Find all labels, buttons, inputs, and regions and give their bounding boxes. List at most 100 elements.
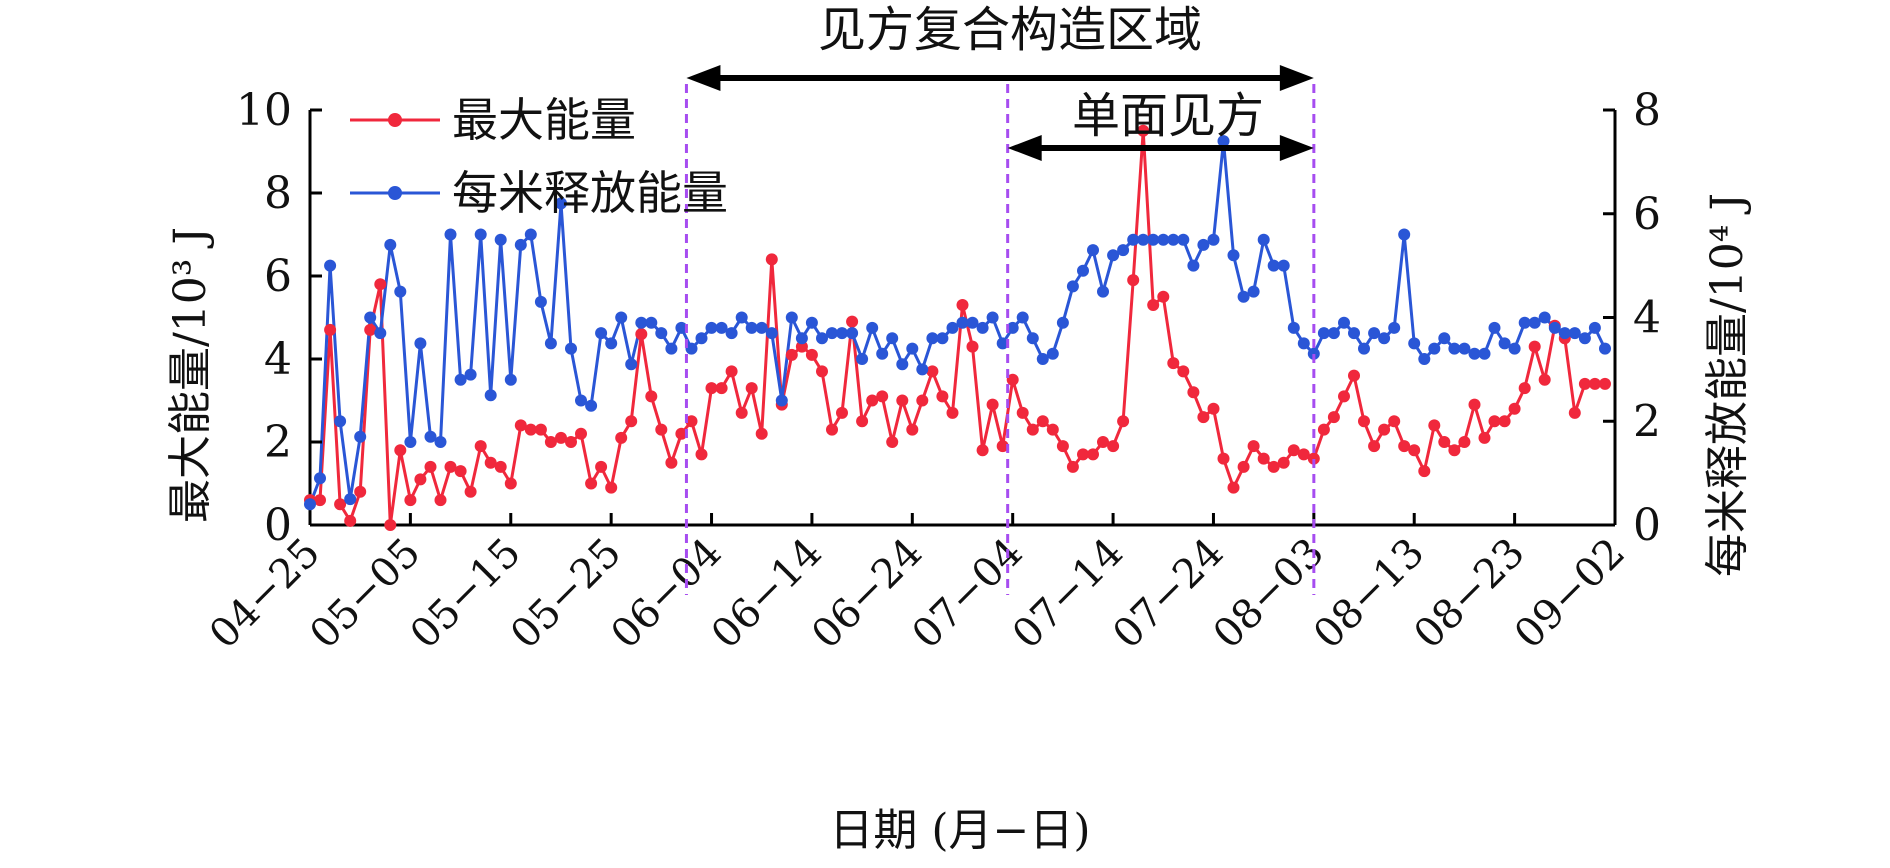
data-point-max-energy bbox=[1348, 369, 1360, 382]
data-point-energy-per-meter bbox=[625, 358, 638, 371]
data-point-max-energy bbox=[986, 398, 999, 411]
data-point-max-energy bbox=[494, 460, 507, 473]
data-point-max-energy bbox=[1006, 373, 1019, 386]
annotations bbox=[684, 65, 1316, 595]
data-point-energy-per-meter bbox=[565, 342, 577, 355]
data-point-max-energy bbox=[585, 477, 598, 490]
region-complex-arrow bbox=[686, 65, 1314, 91]
data-point-max-energy bbox=[1338, 390, 1350, 403]
data-point-energy-per-meter bbox=[1498, 337, 1511, 350]
data-point-max-energy bbox=[1378, 423, 1391, 436]
data-point-max-energy bbox=[404, 494, 417, 507]
data-point-energy-per-meter bbox=[1006, 321, 1019, 334]
data-point-energy-per-meter bbox=[836, 327, 848, 340]
data-point-energy-per-meter bbox=[966, 316, 979, 329]
data-point-max-energy bbox=[1217, 452, 1230, 465]
data-point-max-energy bbox=[605, 481, 618, 494]
data-point-max-energy bbox=[1187, 386, 1200, 399]
legend-label-max-energy: 最大能量 bbox=[452, 93, 636, 147]
data-point-energy-per-meter bbox=[1468, 347, 1481, 360]
region-complex-arrow-head-left bbox=[686, 65, 721, 91]
data-point-energy-per-meter bbox=[765, 327, 778, 340]
data-point-energy-per-meter bbox=[404, 436, 417, 448]
data-point-energy-per-meter bbox=[434, 436, 447, 448]
data-point-max-energy bbox=[1478, 431, 1491, 444]
region-single-arrow-head-right bbox=[1279, 135, 1314, 161]
data-point-max-energy bbox=[1578, 377, 1591, 390]
data-point-max-energy bbox=[334, 498, 347, 511]
data-point-energy-per-meter bbox=[1227, 249, 1240, 262]
data-point-energy-per-meter bbox=[1097, 285, 1109, 298]
data-point-energy-per-meter bbox=[585, 399, 598, 412]
right-tick-label: 6 bbox=[1633, 189, 1661, 240]
data-point-energy-per-meter bbox=[1107, 249, 1120, 262]
left-tick-label: 4 bbox=[264, 334, 292, 385]
data-point-energy-per-meter bbox=[384, 238, 397, 251]
data-point-max-energy bbox=[625, 415, 638, 428]
data-point-max-energy bbox=[1167, 357, 1180, 370]
data-point-max-energy bbox=[916, 394, 929, 407]
data-point-energy-per-meter bbox=[344, 493, 357, 506]
data-point-max-energy bbox=[635, 328, 648, 341]
data-point-energy-per-meter bbox=[1267, 259, 1280, 272]
data-point-energy-per-meter bbox=[635, 316, 648, 329]
data-point-energy-per-meter bbox=[1599, 342, 1611, 355]
data-point-max-energy bbox=[936, 390, 949, 403]
data-point-energy-per-meter bbox=[1558, 327, 1571, 340]
data-point-energy-per-meter bbox=[906, 342, 919, 355]
data-point-max-energy bbox=[354, 485, 367, 498]
data-point-energy-per-meter bbox=[454, 373, 467, 386]
data-point-max-energy bbox=[374, 278, 387, 291]
data-point-energy-per-meter bbox=[1307, 347, 1320, 360]
x-tick-label: 05−15 bbox=[402, 530, 530, 658]
data-point-energy-per-meter bbox=[314, 472, 326, 485]
data-point-energy-per-meter bbox=[394, 285, 407, 298]
data-point-energy-per-meter bbox=[856, 353, 869, 365]
data-point-energy-per-meter bbox=[1197, 238, 1210, 251]
data-point-energy-per-meter bbox=[1167, 233, 1180, 246]
x-tick-label: 08−13 bbox=[1305, 530, 1433, 658]
data-point-max-energy bbox=[1358, 415, 1370, 428]
data-point-energy-per-meter bbox=[1257, 233, 1270, 246]
data-point-max-energy bbox=[504, 477, 517, 490]
data-point-energy-per-meter bbox=[695, 332, 708, 345]
data-point-energy-per-meter bbox=[514, 238, 527, 251]
x-tick-label: 07−24 bbox=[1104, 530, 1232, 658]
data-point-energy-per-meter bbox=[1247, 285, 1260, 298]
data-point-max-energy bbox=[1307, 452, 1320, 465]
data-point-energy-per-meter bbox=[1046, 347, 1059, 360]
data-point-max-energy bbox=[1368, 440, 1381, 453]
data-point-max-energy bbox=[765, 253, 778, 266]
data-point-max-energy bbox=[1518, 382, 1531, 395]
data-point-max-energy bbox=[805, 348, 818, 361]
data-point-max-energy bbox=[1588, 377, 1601, 390]
data-point-energy-per-meter bbox=[725, 327, 738, 340]
region-complex-arrow-head-right bbox=[1279, 65, 1314, 91]
data-point-max-energy bbox=[1077, 448, 1089, 461]
data-point-max-energy bbox=[1599, 377, 1611, 390]
data-point-max-energy bbox=[474, 440, 487, 453]
legend-marker-max-energy bbox=[388, 113, 402, 127]
data-point-max-energy bbox=[1458, 436, 1471, 448]
data-point-energy-per-meter bbox=[494, 233, 507, 246]
data-point-energy-per-meter bbox=[1408, 337, 1421, 350]
data-point-energy-per-meter bbox=[826, 327, 838, 340]
data-point-max-energy bbox=[996, 440, 1009, 453]
data-point-max-energy bbox=[434, 494, 447, 507]
data-point-energy-per-meter bbox=[795, 332, 808, 345]
data-point-energy-per-meter bbox=[1297, 337, 1310, 350]
data-point-energy-per-meter bbox=[1077, 264, 1089, 277]
data-point-energy-per-meter bbox=[1398, 228, 1411, 241]
data-point-energy-per-meter bbox=[1588, 321, 1601, 334]
data-point-max-energy bbox=[655, 423, 668, 436]
data-point-max-energy bbox=[876, 390, 889, 403]
data-point-energy-per-meter bbox=[1137, 233, 1150, 246]
data-point-max-energy bbox=[555, 431, 567, 444]
data-point-energy-per-meter bbox=[605, 337, 618, 350]
data-point-max-energy bbox=[1398, 440, 1411, 453]
left-tick-label: 6 bbox=[264, 251, 292, 302]
data-point-energy-per-meter bbox=[1388, 321, 1401, 334]
data-point-energy-per-meter bbox=[474, 228, 487, 241]
x-tick-label: 08−23 bbox=[1405, 530, 1533, 658]
data-point-max-energy bbox=[1257, 452, 1270, 465]
